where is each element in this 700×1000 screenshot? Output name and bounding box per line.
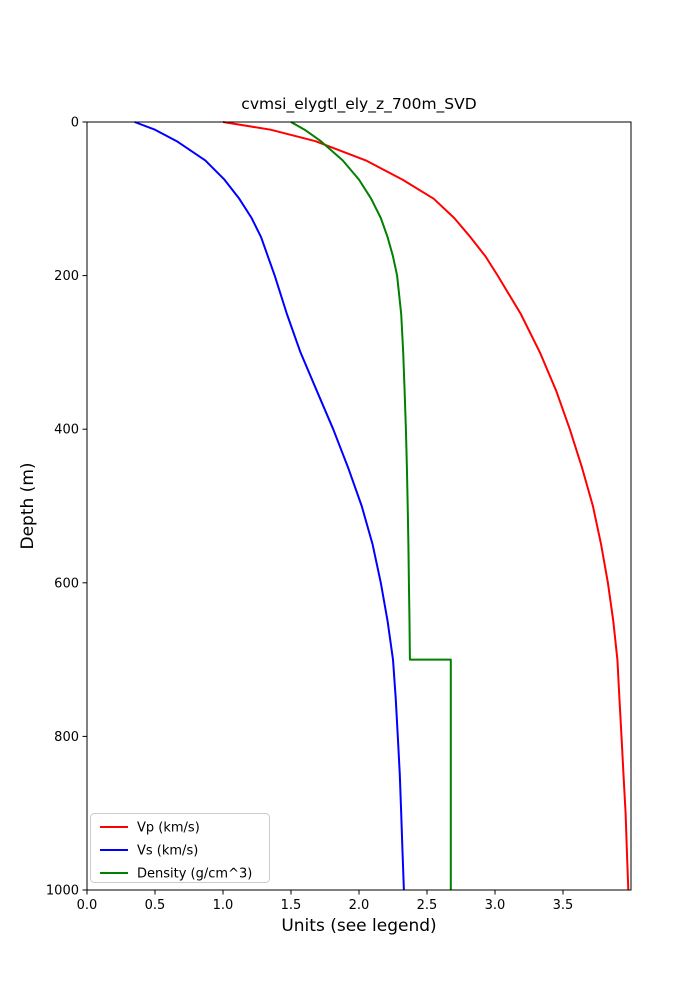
legend-item-vp: Vp (km/s) [100,821,200,836]
vp-curve [222,121,630,891]
legend-item-density: Density (g/cm^3) [100,867,252,882]
plot-area: 0.0 0.5 1.0 1.5 2.0 2.5 3.0 3.5 0 200 400 600 800 100… [46,116,632,913]
y-axis-label: Depth (m) [18,462,38,549]
y-tick-label: 600 [54,576,79,591]
x-tick-label: 0.5 [145,898,166,913]
plot-border [86,121,632,891]
legend: Vp (km/s) Vs (km/s) Density (g/cm^3) [90,813,270,883]
x-tick-label: 1.0 [213,898,234,913]
y-tick-label: 1000 [46,884,79,899]
legend-item-vs: Vs (km/s) [100,844,198,859]
x-tick-label: 2.5 [417,898,438,913]
x-tick-label: 2.0 [349,898,370,913]
y-tick-label: 400 [54,423,79,438]
x-tick-label: 3.0 [485,898,506,913]
y-tick-label: 800 [54,730,79,745]
x-tick-label: 3.5 [553,898,574,913]
density-legend-label: Density (g/cm^3) [137,867,252,882]
y-tick-label: 200 [54,269,79,284]
x-tick-label: 1.5 [281,898,302,913]
vs-curve [134,121,405,891]
y-tick-label: 0 [71,116,79,131]
density-curve [290,121,452,890]
vs-legend-label: Vs (km/s) [137,844,198,859]
x-axis-label: Units (see legend) [281,916,436,936]
chart-title: cvmsi_elygtl_ely_z_700m_SVD [241,95,476,114]
x-tick-label: 0.0 [77,898,98,913]
vp-legend-label: Vp (km/s) [137,821,200,836]
legend-box [90,813,270,883]
